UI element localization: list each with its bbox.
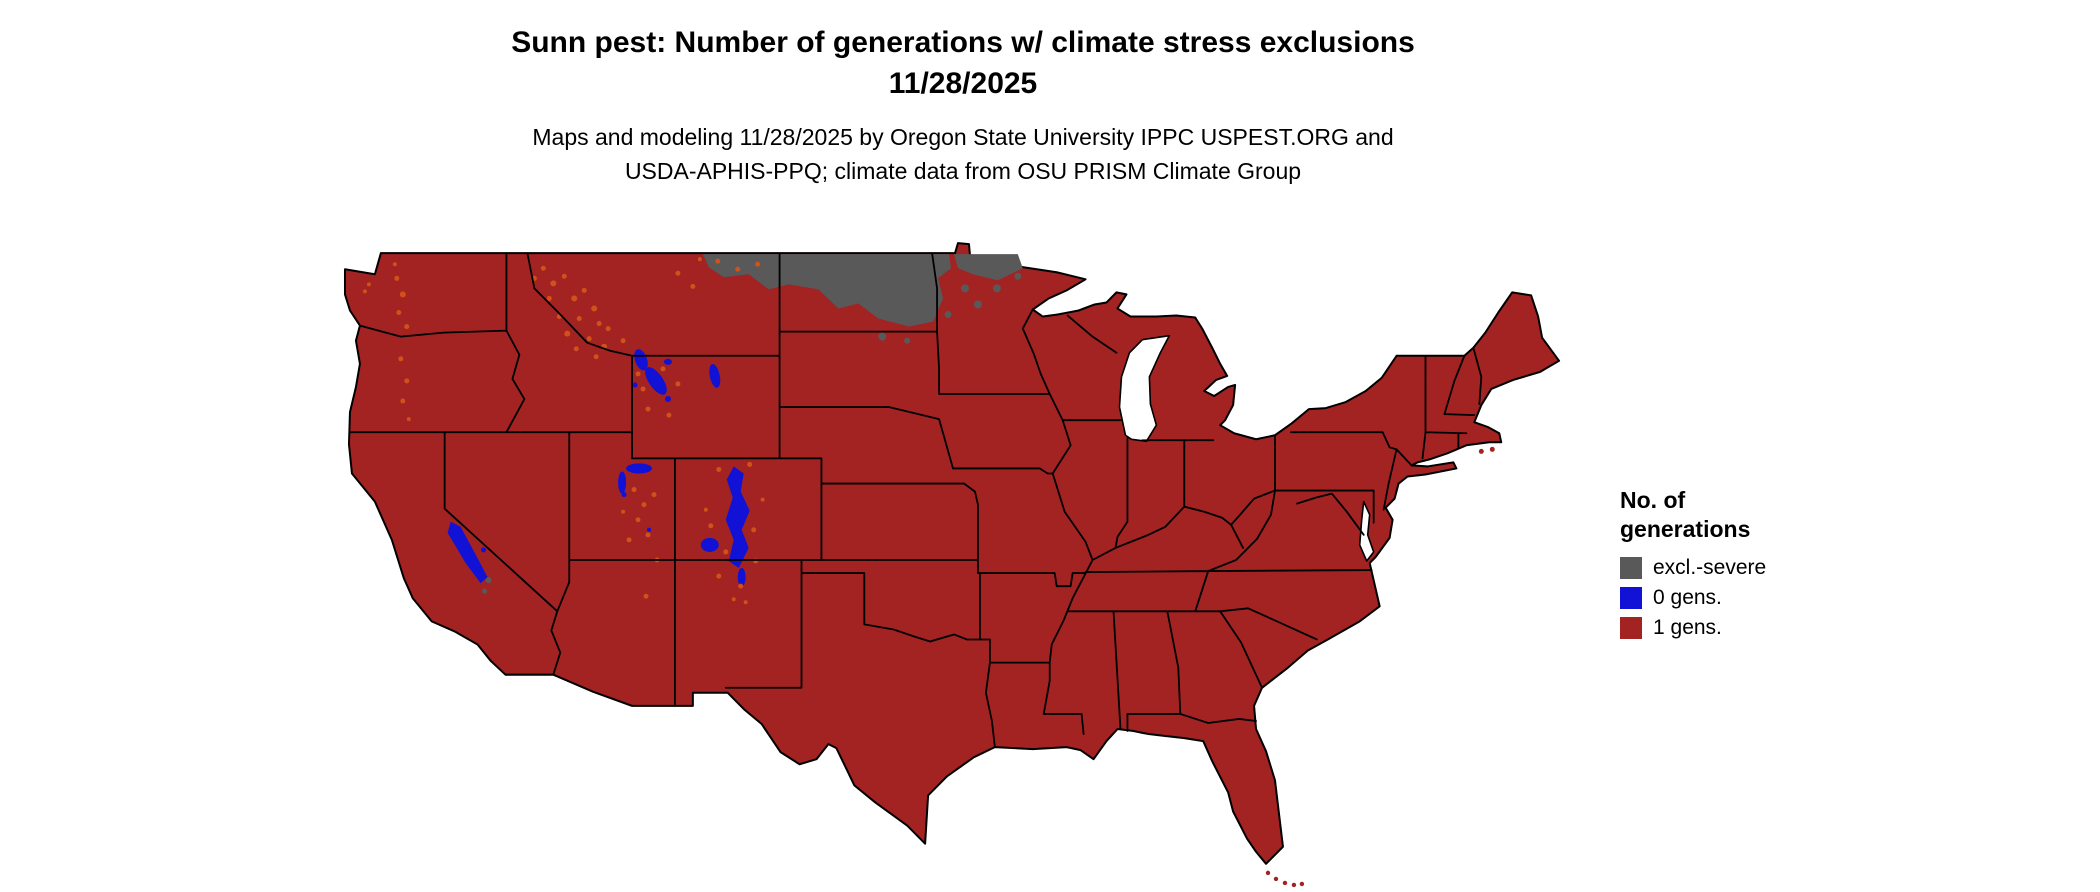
legend-swatch [1620, 617, 1642, 639]
florida-keys [1265, 870, 1305, 888]
coastal-islands [1478, 446, 1495, 454]
legend-items: excl.-severe 0 gens. 1 gens. [1620, 556, 1766, 640]
legend-item: 0 gens. [1620, 586, 1766, 610]
map-title: Sunn pest: Number of generations w/ clim… [0, 22, 1926, 104]
map-container [339, 228, 1580, 892]
legend-title: No. of generations [1620, 486, 1766, 544]
legend-swatch [1620, 557, 1642, 579]
legend-title-line-2: generations [1620, 516, 1751, 542]
conus-landmass [343, 242, 1561, 865]
map-subtitle: Maps and modeling 11/28/2025 by Oregon S… [0, 120, 1926, 188]
title-line-1: Sunn pest: Number of generations w/ clim… [511, 26, 1415, 59]
title-line-2: 11/28/2025 [888, 67, 1038, 100]
lake-michigan [1118, 334, 1171, 443]
map-legend: No. of generations excl.-severe 0 gens. 1 … [1620, 486, 1766, 646]
legend-item: 1 gens. [1620, 616, 1766, 640]
legend-title-line-1: No. of [1620, 487, 1686, 513]
zero-generations-overlay [447, 349, 750, 587]
subtitle-line-1: Maps and modeling 11/28/2025 by Oregon S… [532, 124, 1394, 150]
legend-label: 1 gens. [1653, 616, 1722, 639]
legend-item: excl.-severe [1620, 556, 1766, 580]
us-map [343, 242, 1561, 888]
legend-label: 0 gens. [1653, 586, 1722, 609]
severe-exclusion-overlay [482, 254, 1023, 594]
subtitle-line-2: USDA-APHIS-PPQ; climate data from OSU PR… [624, 158, 1302, 184]
state-borders [349, 252, 1483, 749]
legend-label: excl.-severe [1653, 556, 1767, 579]
chesapeake-bay [1358, 500, 1375, 562]
legend-swatch [1620, 587, 1642, 609]
